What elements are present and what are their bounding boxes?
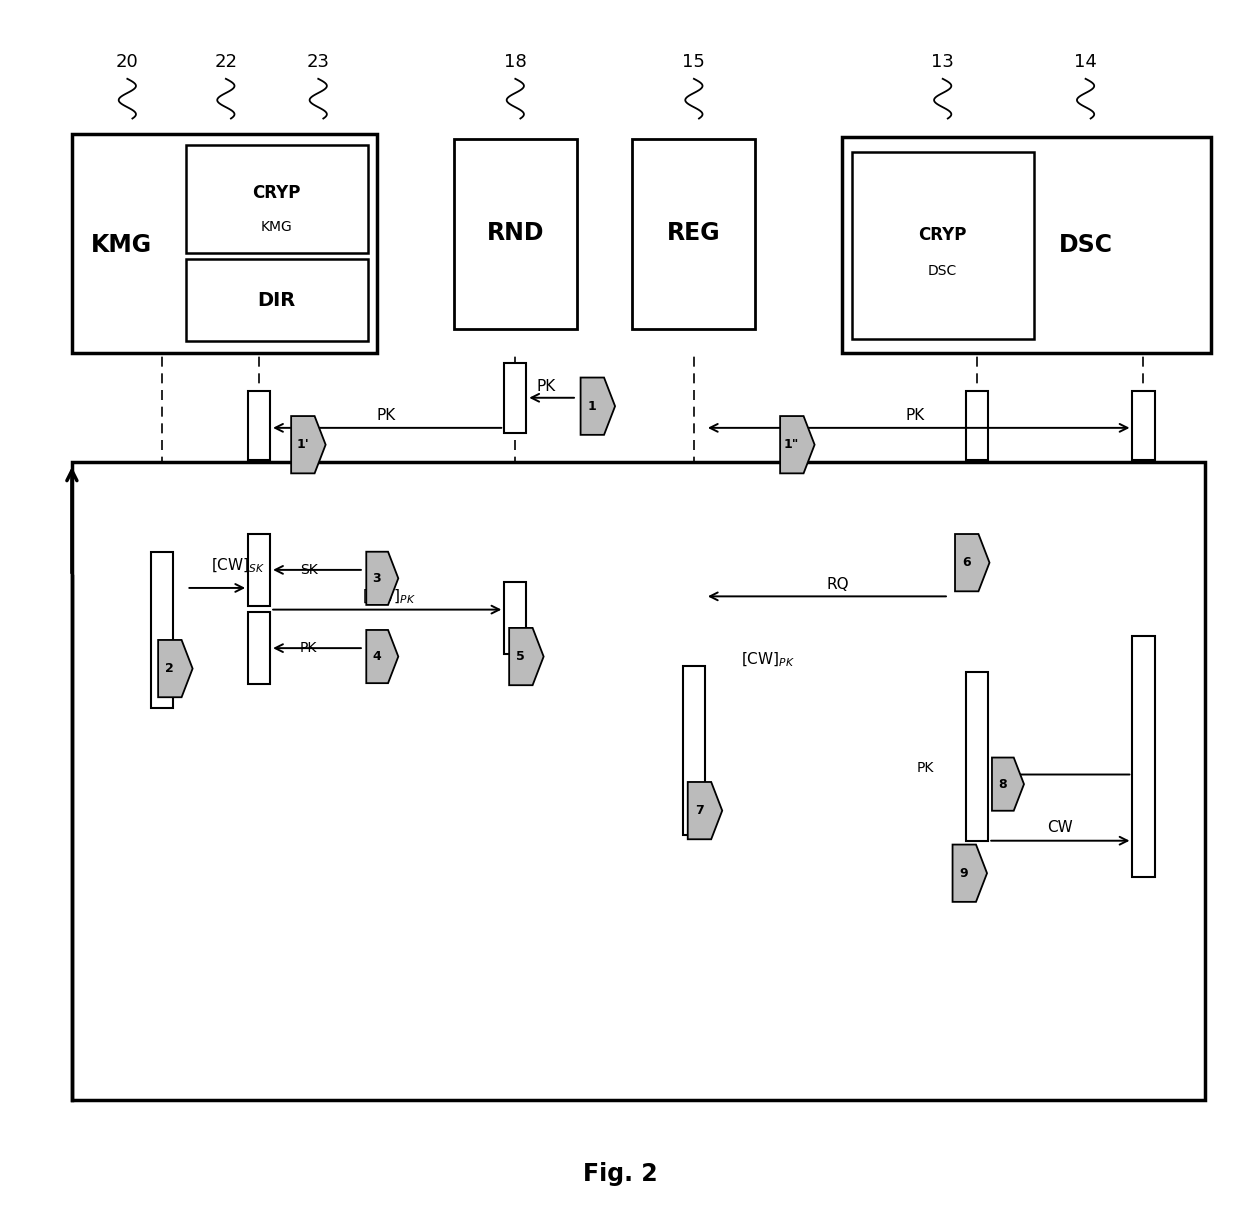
Bar (248, 533, 270, 606)
Polygon shape (510, 628, 543, 685)
Bar (186, 145, 367, 253)
Text: 7: 7 (694, 804, 703, 817)
Text: 2: 2 (165, 662, 174, 675)
Bar (505, 582, 527, 654)
Text: [CW]$_{PK}$: [CW]$_{PK}$ (740, 651, 795, 669)
Bar (966, 390, 988, 461)
Text: 18: 18 (503, 53, 527, 72)
Text: PK: PK (916, 761, 934, 776)
Text: PK: PK (537, 379, 556, 394)
Bar (505, 362, 527, 433)
Text: 8: 8 (998, 778, 1007, 790)
Polygon shape (955, 534, 990, 591)
Text: 5: 5 (516, 650, 525, 663)
Text: PK: PK (906, 408, 925, 423)
Bar (1132, 390, 1154, 461)
Polygon shape (291, 416, 326, 474)
Bar (842, 137, 1211, 353)
Text: DIR: DIR (257, 291, 295, 310)
Text: KMG: KMG (91, 233, 151, 257)
Text: RND: RND (486, 221, 544, 245)
Bar (683, 667, 706, 835)
Bar (72, 135, 377, 353)
Polygon shape (366, 630, 398, 684)
Text: 20: 20 (117, 53, 139, 72)
Text: 13: 13 (931, 53, 954, 72)
Text: DSC: DSC (1059, 233, 1112, 257)
Text: CRYP: CRYP (252, 184, 300, 202)
Polygon shape (952, 845, 987, 902)
Text: 3: 3 (372, 572, 381, 585)
Text: [CW]$_{SK}$: [CW]$_{SK}$ (211, 558, 265, 576)
Text: KMG: KMG (260, 219, 293, 234)
Text: 1: 1 (588, 400, 596, 413)
Polygon shape (159, 640, 192, 697)
Text: DSC: DSC (928, 264, 957, 279)
Text: Fig. 2: Fig. 2 (583, 1162, 657, 1187)
Text: 1': 1' (296, 439, 309, 451)
Bar (1132, 636, 1154, 876)
Polygon shape (992, 758, 1024, 811)
Bar (72, 462, 1205, 1099)
Text: PK: PK (377, 408, 396, 423)
Bar (248, 612, 270, 685)
Bar (454, 139, 577, 330)
Text: 9: 9 (960, 867, 968, 880)
Text: 15: 15 (682, 53, 706, 72)
Text: 22: 22 (215, 53, 237, 72)
Text: PK: PK (300, 641, 317, 656)
Polygon shape (688, 782, 722, 839)
Text: 6: 6 (962, 556, 971, 570)
Text: CW: CW (1047, 821, 1073, 835)
Polygon shape (580, 378, 615, 435)
Text: 1": 1" (784, 439, 800, 451)
Text: CRYP: CRYP (919, 227, 967, 245)
Bar (632, 139, 755, 330)
Polygon shape (780, 416, 815, 474)
Polygon shape (366, 551, 398, 605)
Text: SK: SK (300, 562, 317, 577)
Text: REG: REG (667, 221, 720, 245)
Bar (186, 259, 367, 342)
Bar (248, 390, 270, 461)
Text: [CW]$_{PK}$: [CW]$_{PK}$ (362, 587, 415, 606)
Text: RQ: RQ (827, 577, 849, 591)
Bar (852, 153, 1034, 339)
Text: 14: 14 (1074, 53, 1097, 72)
Bar (966, 673, 988, 841)
Text: 23: 23 (306, 53, 330, 72)
Text: 4: 4 (372, 650, 381, 663)
Bar (151, 551, 172, 708)
